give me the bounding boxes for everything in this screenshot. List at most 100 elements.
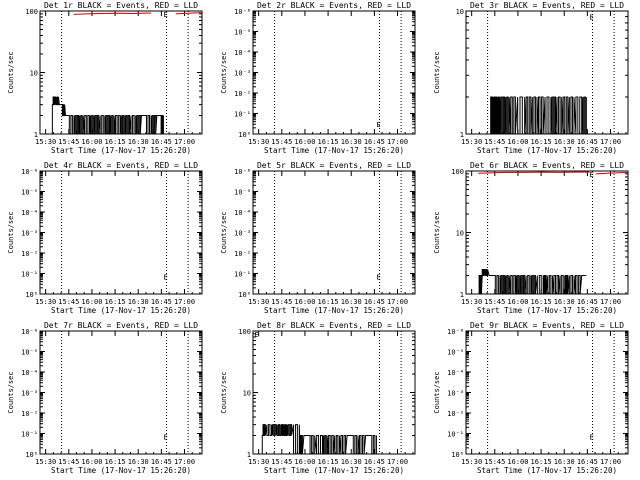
y-tick-label: 10⁻⁵ [234,29,251,37]
x-tick-label: 17:00 [600,458,621,466]
y-tick-label: 100 [238,328,251,336]
y-tick-label: 10⁻³ [234,230,251,238]
panel-det1r: Det 1r BLACK = Events, RED = LLD 1 10 100 15… [0,0,213,160]
x-tick-label: 15:45 [58,298,79,306]
chart-title: Det 3r BLACK = Events, RED = LLD [470,1,624,10]
x-tick-label: 17:00 [174,458,195,466]
event-marker-label: E [377,274,381,282]
y-tick-label: 10⁰ [451,451,464,459]
series-events-trace [51,96,164,135]
x-tick-label: 16:15 [105,458,126,466]
x-tick-label: 17:00 [600,298,621,306]
x-tick-label: 16:00 [294,458,315,466]
y-axis-label: Counts/sec [7,211,15,253]
x-tick-label: 17:00 [387,298,408,306]
x-tick-label: 15:30 [248,458,269,466]
event-marker-label: E [164,11,168,19]
x-axis-label: Start Time (17-Nov-17 15:26:20) [477,306,617,315]
x-tick-label: 17:00 [174,138,195,146]
x-tick-label: 17:00 [387,458,408,466]
series-lld-trace [478,171,590,174]
y-axis-label: Counts/sec [220,371,228,413]
y-axis-label: Counts/sec [433,51,441,93]
y-tick-label: 10⁻⁶ [21,328,38,336]
event-marker-label: E [377,121,381,129]
chart-title: Det 4r BLACK = Events, RED = LLD [44,161,198,170]
x-tick-label: 15:30 [248,138,269,146]
x-tick-label: 15:45 [484,458,505,466]
x-tick-label: 16:30 [128,298,149,306]
x-tick-label: 16:00 [294,138,315,146]
y-tick-label: 1 [460,131,464,139]
series-lld-trace [175,12,203,15]
x-tick-label: 16:00 [81,138,102,146]
y-tick-label: 10⁻⁶ [234,168,251,176]
x-axis-label: Start Time (17-Nov-17 15:26:20) [51,306,191,315]
y-tick-label: 10⁻⁵ [21,189,38,197]
plot-frame [39,330,203,455]
x-tick-label: 16:30 [554,298,575,306]
x-tick-label: 15:45 [271,458,292,466]
panel-det9r: Det 9r BLACK = Events, RED = LLD 10⁰ 10⁻¹ 1… [426,320,639,480]
plot-frame [39,170,203,295]
x-tick-label: 16:45 [151,458,172,466]
event-marker-label: E [255,331,259,339]
chart-det9r: Det 9r BLACK = Events, RED = LLD 10⁰ 10⁻¹ 1… [433,321,629,475]
x-tick-label: 16:00 [81,458,102,466]
y-tick-label: 10⁰ [25,451,38,459]
x-tick-label: 16:15 [318,138,339,146]
chart-det2r: Det 2r BLACK = Events, RED = LLD 10⁰ 10⁻¹ 1… [220,1,416,155]
x-tick-label: 16:30 [554,458,575,466]
x-tick-label: 17:00 [174,298,195,306]
chart-det5r: Det 5r BLACK = Events, RED = LLD 10⁰ 10⁻¹ 1… [220,161,416,315]
x-tick-label: 15:45 [271,138,292,146]
chart-title: Det 2r BLACK = Events, RED = LLD [257,1,411,10]
y-tick-label: 10⁻³ [21,230,38,238]
y-tick-label: 1 [460,291,464,299]
chart-det8r: Det 8r BLACK = Events, RED = LLD 1 10 100 15… [220,321,416,475]
chart-det6r: Det 6r BLACK = Events, RED = LLD 1 10 100 15… [433,161,629,315]
x-tick-label: 16:45 [364,298,385,306]
x-tick-label: 16:30 [341,458,362,466]
panel-det2r: Det 2r BLACK = Events, RED = LLD 10⁰ 10⁻¹ 1… [213,0,426,160]
y-tick-label: 10⁻⁴ [234,209,251,217]
y-tick-label: 10⁻² [234,90,251,98]
x-tick-label: 15:30 [35,298,56,306]
x-tick-label: 16:00 [81,298,102,306]
y-tick-label: 10⁻⁵ [234,189,251,197]
y-axis-label: Counts/sec [220,51,228,93]
panel-det8r: Det 8r BLACK = Events, RED = LLD 1 10 100 15… [213,320,426,480]
x-tick-label: 15:30 [461,298,482,306]
y-tick-label: 10 [243,390,251,398]
x-tick-label: 16:45 [151,138,172,146]
x-tick-label: 15:30 [35,138,56,146]
x-tick-label: 15:30 [461,458,482,466]
x-tick-label: 15:30 [35,458,56,466]
y-axis-label: Counts/sec [433,371,441,413]
x-tick-label: 16:45 [577,138,598,146]
x-tick-label: 15:30 [248,298,269,306]
y-tick-label: 10⁻¹ [447,431,464,439]
y-tick-label: 10⁻¹ [21,431,38,439]
series-lld-trace [73,12,152,15]
y-axis-label: Counts/sec [220,211,228,253]
x-tick-label: 15:45 [58,138,79,146]
chart-title: Det 7r BLACK = Events, RED = LLD [44,321,198,330]
x-tick-label: 17:00 [600,138,621,146]
x-axis-label: Start Time (17-Nov-17 15:26:20) [51,146,191,155]
chart-det7r: Det 7r BLACK = Events, RED = LLD 10⁰ 10⁻¹ 1… [7,321,203,475]
y-tick-label: 10⁻¹ [234,271,251,279]
y-axis-label: Counts/sec [7,371,15,413]
chart-title: Det 5r BLACK = Events, RED = LLD [257,161,411,170]
x-tick-label: 16:30 [341,138,362,146]
event-marker-label: E [164,434,168,442]
series-events-trace [261,424,377,455]
panel-det4r: Det 4r BLACK = Events, RED = LLD 10⁰ 10⁻¹ 1… [0,160,213,320]
chart-det1r: Det 1r BLACK = Events, RED = LLD 1 10 100 15… [7,1,203,155]
chart-title: Det 9r BLACK = Events, RED = LLD [470,321,624,330]
y-tick-label: 10⁻¹ [21,271,38,279]
y-tick-label: 100 [25,8,38,16]
x-tick-label: 16:30 [554,138,575,146]
y-axis-label: Counts/sec [7,51,15,93]
plot-frame [465,330,629,455]
